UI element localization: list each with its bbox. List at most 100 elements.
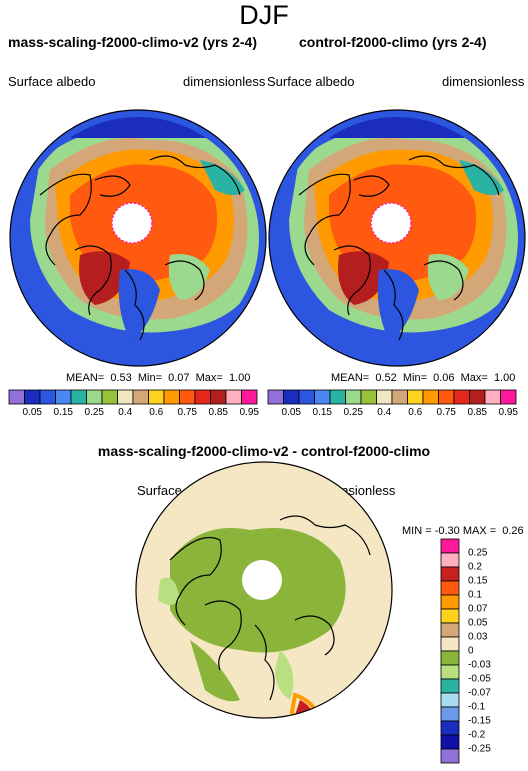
colorbar-tick-label: 0.15 (312, 407, 332, 418)
colorbar-swatch (101, 389, 118, 405)
colorbar-tick-label: 0.4 (377, 407, 392, 418)
colorbar-tick-label: 0.1 (468, 589, 482, 601)
colorbar-panel-2 (267, 389, 517, 405)
colorbar-swatch (440, 692, 460, 708)
colorbar-swatch (298, 389, 315, 405)
colorbar-swatch (194, 389, 211, 405)
colorbar-swatch (39, 389, 56, 405)
colorbar-tick-label: 0 (468, 645, 474, 657)
diff-minmax: MIN = -0.30 MAX = 0.26 (402, 525, 524, 537)
colorbar-swatch (329, 389, 346, 405)
panel-2-title: control-f2000-climo (yrs 2-4) (299, 34, 487, 50)
colorbar-swatch (440, 622, 460, 638)
colorbar-tick-label: 0.05 (281, 407, 301, 418)
colorbar-difference (440, 538, 460, 764)
colorbar-tick-label: 0.25 (468, 547, 488, 559)
map-3-field (136, 462, 392, 718)
colorbar-swatch (179, 389, 196, 405)
colorbar-swatch (345, 389, 362, 405)
colorbar-swatch (360, 389, 377, 405)
colorbar-swatch (440, 664, 460, 680)
colorbar-swatch (440, 650, 460, 666)
map-1-coastlines (39, 155, 241, 341)
diff-title: mass-scaling-f2000-climo-v2 - control-f2… (97, 443, 431, 459)
colorbar-tick-label: 0.6 (149, 407, 164, 418)
colorbar-swatch (440, 608, 460, 624)
colorbar-swatch (132, 389, 149, 405)
colorbar-swatch (267, 389, 284, 405)
colorbar-swatch (440, 734, 460, 750)
colorbar-tick-label: 0.6 (408, 407, 423, 418)
colorbar-tick-label: 0.07 (468, 603, 488, 615)
colorbar-swatch (440, 538, 460, 554)
colorbar-tick-label: 0.75 (436, 407, 456, 418)
colorbar-swatch (440, 552, 460, 568)
colorbar-swatch (314, 389, 331, 405)
colorbar-swatch (440, 678, 460, 694)
colorbar-swatch (55, 389, 72, 405)
colorbar-swatch (117, 389, 134, 405)
map-2-field (269, 110, 525, 366)
panel-2-units: dimensionless (442, 74, 525, 89)
colorbar-swatch (391, 389, 408, 405)
colorbar-swatch (440, 720, 460, 736)
map-3-coastlines (169, 515, 371, 701)
colorbar-swatch (484, 389, 501, 405)
colorbar-tick-label: 0.25 (343, 407, 363, 418)
colorbar-swatch (453, 389, 470, 405)
colorbar-difference-ticks: 0.25 0.2 0.15 0.1 0.07 0.05 0.03 0 -0.03 -0.05 -0.… (468, 539, 508, 763)
colorbar-tick-label: 0.2 (468, 561, 482, 573)
colorbar-tick-label: 0.85 (467, 407, 487, 418)
map-2-coastlines (298, 155, 500, 341)
colorbar-swatch (440, 748, 460, 764)
panel-1-title: mass-scaling-f2000-climo-v2 (yrs 2-4) (8, 34, 257, 50)
colorbar-swatch (70, 389, 87, 405)
colorbar-tick-label: 0.25 (84, 407, 104, 418)
colorbar-swatch (210, 389, 227, 405)
panel-1-stats: MEAN= 0.53 Min= 0.07 Max= 1.00 (66, 372, 251, 384)
colorbar-tick-label: 0.75 (177, 407, 197, 418)
colorbar-tick-label: 0.4 (118, 407, 133, 418)
colorbar-swatch (148, 389, 165, 405)
colorbar-panel-1-ticks: 0.05 0.15 0.25 0.4 0.6 0.75 0.85 0.95 (9, 407, 259, 421)
colorbar-tick-label: 0.95 (239, 407, 259, 418)
map-1-field (10, 110, 266, 366)
colorbar-tick-label: -0.03 (468, 659, 491, 671)
colorbar-tick-label: 0.03 (468, 631, 488, 643)
diff-units: dimensionless (313, 483, 396, 498)
colorbar-tick-label: -0.07 (468, 687, 491, 699)
panel-1-variable: Surface albedo (8, 74, 96, 89)
colorbar-swatch (241, 389, 258, 405)
colorbar-tick-label: -0.25 (468, 743, 491, 755)
colorbar-swatch (86, 389, 103, 405)
colorbar-swatch (163, 389, 180, 405)
colorbar-panel-1 (8, 389, 258, 405)
colorbar-swatch (24, 389, 41, 405)
colorbar-panel-2-ticks: 0.05 0.15 0.25 0.4 0.6 0.75 0.85 0.95 (268, 407, 518, 421)
colorbar-swatch (407, 389, 424, 405)
colorbar-tick-label: -0.1 (468, 701, 486, 713)
colorbar-tick-label: 0.95 (498, 407, 518, 418)
colorbar-tick-label: -0.15 (468, 715, 491, 727)
colorbar-tick-label: -0.05 (468, 673, 491, 685)
diff-variable: Surface albedo (137, 483, 225, 498)
season-title: DJF (239, 0, 289, 30)
colorbar-swatch (440, 566, 460, 582)
colorbar-swatch (440, 594, 460, 610)
panel-1-units: dimensionless (183, 74, 266, 89)
colorbar-tick-label: 0.15 (53, 407, 73, 418)
colorbar-swatch (440, 706, 460, 722)
colorbar-swatch (422, 389, 439, 405)
panel-2-variable: Surface albedo (267, 74, 355, 89)
colorbar-tick-label: 0.05 (468, 617, 488, 629)
colorbar-swatch (438, 389, 455, 405)
colorbar-tick-label: 0.15 (468, 575, 488, 587)
colorbar-swatch (440, 580, 460, 596)
colorbar-swatch (8, 389, 25, 405)
colorbar-swatch (225, 389, 242, 405)
colorbar-swatch (469, 389, 486, 405)
colorbar-tick-label: -0.2 (468, 729, 486, 741)
colorbar-tick-label: 0.05 (22, 407, 42, 418)
colorbar-swatch (376, 389, 393, 405)
colorbar-swatch (283, 389, 300, 405)
